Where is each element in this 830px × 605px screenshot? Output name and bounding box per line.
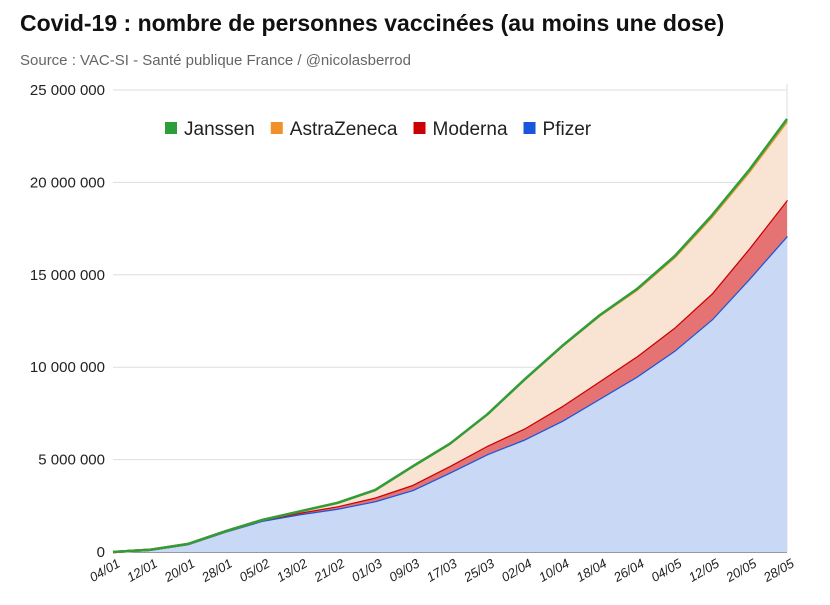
x-tick-label: 28/05: [760, 555, 797, 585]
legend-swatch-pfizer: [523, 122, 536, 134]
y-tick-label: 5 000 000: [38, 452, 105, 469]
x-tick-label: 04/05: [648, 555, 684, 585]
legend-swatch-moderna: [413, 122, 426, 134]
x-tick-label: 20/01: [161, 556, 198, 586]
x-tick-label: 13/02: [274, 555, 310, 585]
x-tick-label: 12/05: [686, 555, 722, 585]
y-tick-label: 15 000 000: [30, 267, 105, 284]
x-tick-label: 10/04: [536, 556, 572, 585]
x-tick-label: 17/03: [424, 555, 460, 585]
legend-label-pfizer: Pfizer: [543, 119, 592, 140]
legend-label-astrazeneca: AstraZeneca: [290, 119, 398, 140]
y-tick-label: 10 000 000: [30, 359, 105, 376]
area-pfizer: [113, 236, 787, 552]
x-tick-label: 18/04: [574, 556, 610, 585]
x-tick-label: 12/01: [124, 556, 160, 585]
x-tick-label: 01/03: [349, 555, 385, 585]
x-tick-label: 05/02: [237, 555, 273, 585]
legend-label-janssen: Janssen: [184, 119, 255, 140]
x-tick-label: 09/03: [386, 555, 422, 585]
y-tick-label: 25 000 000: [30, 82, 105, 99]
x-tick-label: 26/04: [610, 556, 647, 586]
chart-source: Source : VAC-SI - Santé publique France …: [20, 52, 411, 69]
x-tick-label: 02/04: [499, 556, 535, 585]
x-tick-label: 25/03: [460, 555, 497, 585]
x-tick-label: 21/02: [311, 555, 348, 585]
legend-label-moderna: Moderna: [433, 119, 508, 140]
x-tick-label: 20/05: [723, 555, 760, 585]
legend-swatch-astrazeneca: [270, 122, 283, 134]
y-tick-label: 0: [97, 544, 105, 561]
area-astrazeneca: [113, 121, 787, 553]
chart-title: Covid-19 : nombre de personnes vaccinées…: [20, 10, 725, 36]
x-tick-label: 28/01: [198, 556, 235, 586]
line-janssen: [112, 118, 789, 554]
y-tick-label: 20 000 000: [30, 174, 105, 191]
legend-swatch-janssen: [165, 122, 177, 134]
